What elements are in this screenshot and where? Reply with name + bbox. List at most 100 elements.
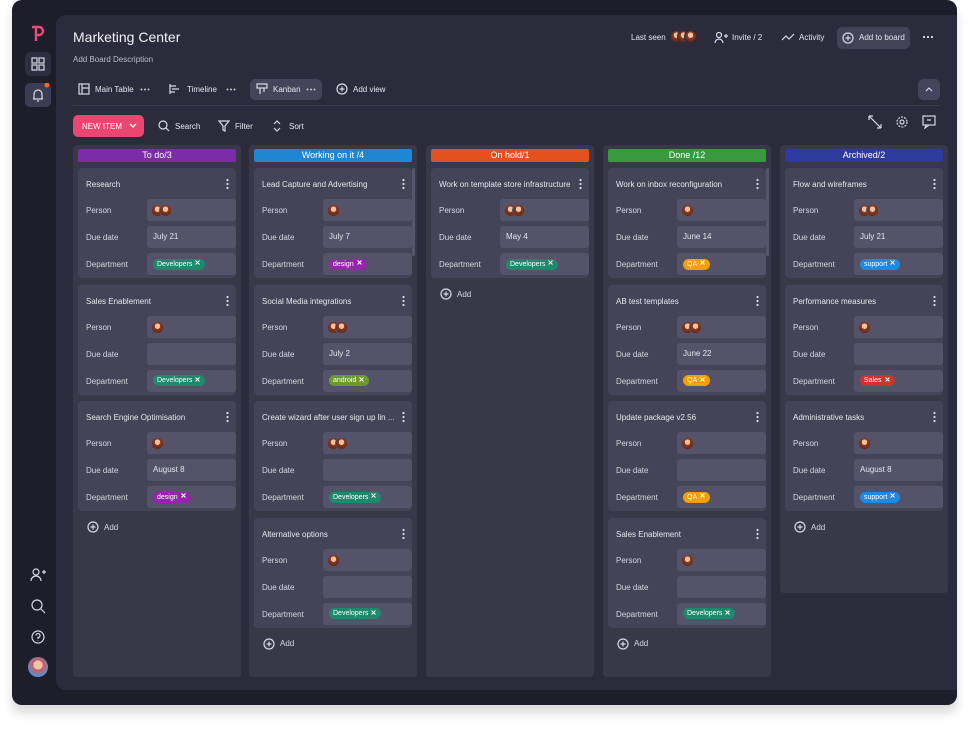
department-field[interactable]: Developers (677, 602, 766, 625)
department-field[interactable]: QA (677, 369, 766, 392)
expand-icon[interactable] (868, 115, 882, 129)
nav-search[interactable] (29, 597, 47, 615)
tag-remove[interactable] (699, 259, 706, 266)
department-field[interactable]: android (323, 369, 412, 392)
person-field[interactable] (854, 315, 943, 338)
nav-notifications[interactable] (25, 82, 51, 107)
person-field[interactable] (677, 199, 766, 221)
card-menu[interactable] (756, 410, 759, 423)
tag-remove[interactable] (889, 259, 896, 266)
tag-remove[interactable] (884, 376, 891, 383)
kanban-card[interactable]: AB test templates Person Due date Departmen… (608, 284, 766, 395)
card-menu[interactable] (579, 177, 582, 190)
due-date-field[interactable]: July 2 (323, 342, 412, 365)
due-date-field[interactable] (677, 459, 766, 481)
kanban-card[interactable]: Administrative tasks Person Due date Depart… (785, 401, 943, 511)
tag-remove[interactable] (358, 376, 365, 383)
person-field[interactable] (677, 548, 766, 571)
card-menu[interactable] (226, 294, 229, 306)
add-item-button[interactable]: Add (794, 521, 825, 533)
card-menu[interactable] (756, 177, 759, 190)
person-field[interactable] (147, 315, 236, 338)
tab-menu[interactable] (226, 88, 236, 91)
department-field[interactable]: Sales (854, 369, 943, 392)
person-field[interactable] (677, 432, 766, 454)
department-field[interactable]: Developers (323, 602, 412, 625)
department-field[interactable]: Developers (147, 369, 236, 392)
tag-remove[interactable] (194, 259, 201, 266)
department-field[interactable]: design (147, 486, 236, 508)
settings-icon[interactable] (895, 115, 909, 129)
kanban-card[interactable]: Research Person Due date Department July 21 D… (78, 168, 236, 278)
due-date-field[interactable]: August 8 (854, 459, 943, 481)
tab-menu[interactable] (140, 88, 150, 91)
board-description[interactable]: Add Board Description (73, 55, 154, 64)
collapse-button[interactable] (918, 79, 940, 100)
card-menu[interactable] (402, 294, 405, 306)
due-date-field[interactable]: June 14 (677, 226, 766, 248)
add-to-board-button[interactable]: Add to board (837, 27, 910, 49)
department-field[interactable]: Developers (500, 253, 589, 275)
due-date-field[interactable] (147, 342, 236, 365)
department-field[interactable]: Developers (323, 486, 412, 508)
view-tab-active[interactable]: Kanban (250, 79, 322, 100)
card-menu[interactable] (402, 410, 405, 423)
kanban-card[interactable]: Search Engine Optimisation Person Due date… (78, 401, 236, 511)
card-menu[interactable] (933, 294, 936, 306)
nav-boards[interactable] (25, 52, 51, 76)
add-item-button[interactable]: Add (87, 521, 118, 533)
due-date-field[interactable]: July 7 (323, 226, 412, 248)
card-menu[interactable] (226, 177, 229, 190)
due-date-field[interactable] (323, 459, 412, 481)
tag-remove[interactable] (699, 492, 706, 499)
search-button[interactable]: Search (175, 122, 201, 131)
kanban-card[interactable]: Work on inbox reconfiguration Person Due d… (608, 168, 766, 278)
tag-remove[interactable] (699, 376, 706, 383)
user-avatar[interactable] (28, 657, 48, 677)
add-item-button[interactable]: Add (617, 637, 648, 650)
activity-button[interactable]: Activity (799, 33, 825, 42)
due-date-field[interactable] (323, 575, 412, 598)
due-date-field[interactable]: June 22 (677, 342, 766, 365)
person-field[interactable] (323, 548, 412, 571)
nav-invite[interactable] (29, 566, 47, 584)
card-menu[interactable] (933, 410, 936, 423)
due-date-field[interactable]: July 21 (147, 226, 236, 248)
kanban-card[interactable]: Sales Enablement Person Due date Department… (608, 517, 766, 628)
kanban-card[interactable]: Performance measures Person Due date Depart… (785, 284, 943, 395)
tag-remove[interactable] (724, 609, 731, 616)
card-menu[interactable] (402, 527, 405, 539)
card-menu[interactable] (933, 177, 936, 190)
tag-remove[interactable] (356, 259, 363, 266)
tag-remove[interactable] (370, 492, 377, 499)
tag-remove[interactable] (194, 376, 201, 383)
kanban-card[interactable]: Sales Enablement Person Due date Department… (78, 284, 236, 395)
filter-button[interactable]: Filter (235, 122, 253, 131)
department-field[interactable]: support (854, 253, 943, 275)
department-field[interactable]: design (323, 253, 412, 275)
department-field[interactable]: Developers (147, 253, 236, 275)
due-date-field[interactable]: May 4 (500, 226, 589, 248)
kanban-card[interactable]: Alternative options Person Due date Departm… (254, 517, 412, 628)
department-field[interactable]: QA (677, 253, 766, 275)
more-menu[interactable] (922, 35, 934, 39)
card-menu[interactable] (756, 527, 759, 539)
kanban-card[interactable]: Create wizard after user sign up lin ...… (254, 401, 412, 511)
person-field[interactable] (147, 199, 236, 221)
nav-help[interactable] (29, 628, 47, 646)
kanban-card[interactable]: Lead Capture and Advertising Person Due da… (254, 168, 412, 278)
due-date-field[interactable]: July 21 (854, 226, 943, 248)
department-field[interactable]: support (854, 486, 943, 508)
comments-icon[interactable] (922, 115, 936, 129)
department-field[interactable]: QA (677, 486, 766, 508)
due-date-field[interactable] (677, 575, 766, 598)
card-menu[interactable] (226, 410, 229, 423)
invite-button[interactable]: Invite / 2 (732, 33, 763, 42)
card-menu[interactable] (402, 177, 405, 190)
person-field[interactable] (854, 199, 943, 221)
view-tab[interactable]: Main Table (95, 85, 134, 94)
tag-remove[interactable] (180, 492, 187, 499)
add-item-button[interactable]: Add (440, 288, 471, 300)
person-field[interactable] (854, 432, 943, 454)
sort-button[interactable]: Sort (289, 122, 304, 131)
